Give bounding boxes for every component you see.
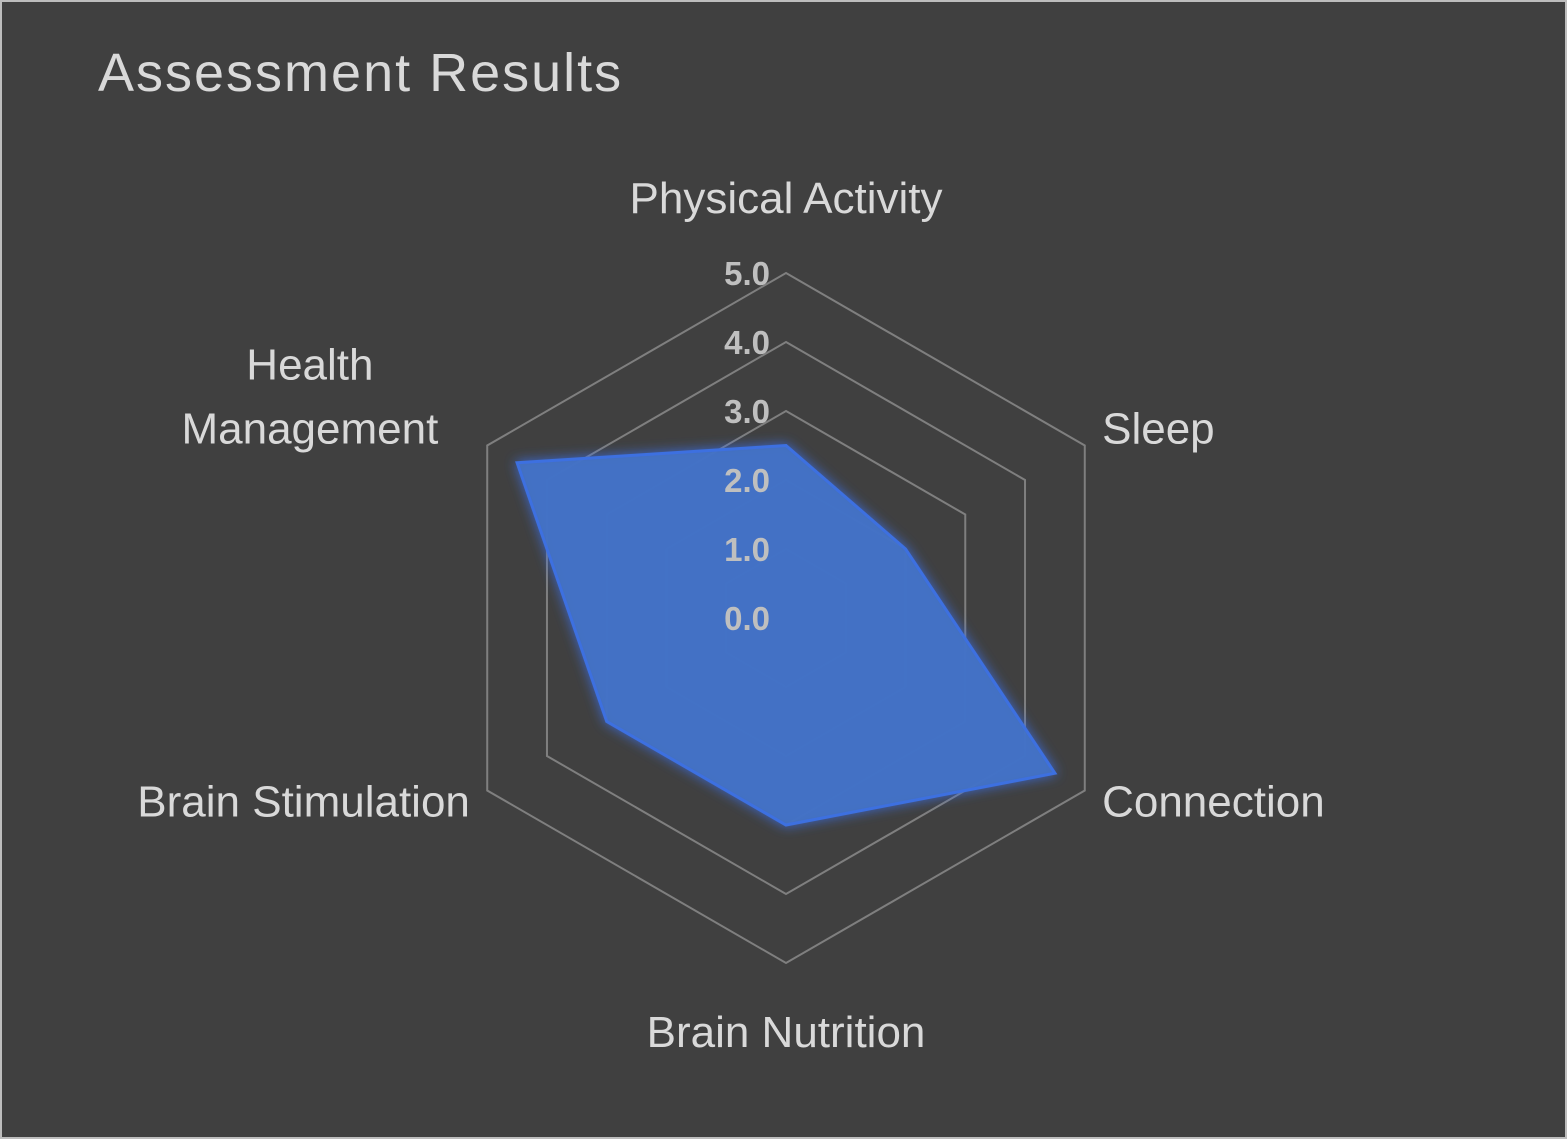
grid-ring-5.0 <box>486 271 1086 965</box>
radar-tick-labels: 0.0 1.0 2.0 3.0 4.0 5.0 <box>724 255 770 637</box>
tick-label-1.0: 1.0 <box>724 531 770 568</box>
radar-series-layer <box>515 443 1058 827</box>
category-label-sleep: Sleep <box>1102 405 1215 454</box>
chart-title: Assessment Results <box>98 43 624 103</box>
category-label-health-management: Health Management <box>181 341 438 454</box>
tick-label-5.0: 5.0 <box>724 255 770 292</box>
category-label-physical-activity: Physical Activity <box>630 174 943 223</box>
category-label-brain-stimulation: Brain Stimulation <box>137 778 470 827</box>
category-label-brain-nutrition: Brain Nutrition <box>647 1008 926 1057</box>
tick-label-3.0: 3.0 <box>724 393 770 430</box>
series-area-0 <box>515 443 1058 827</box>
category-label-connection: Connection <box>1102 778 1325 827</box>
tick-label-4.0: 4.0 <box>724 324 770 361</box>
tick-label-0.0: 0.0 <box>724 600 770 637</box>
tick-label-2.0: 2.0 <box>724 462 770 499</box>
radar-category-labels: Physical Activity Sleep Connection Brain Nu… <box>137 174 1324 1057</box>
